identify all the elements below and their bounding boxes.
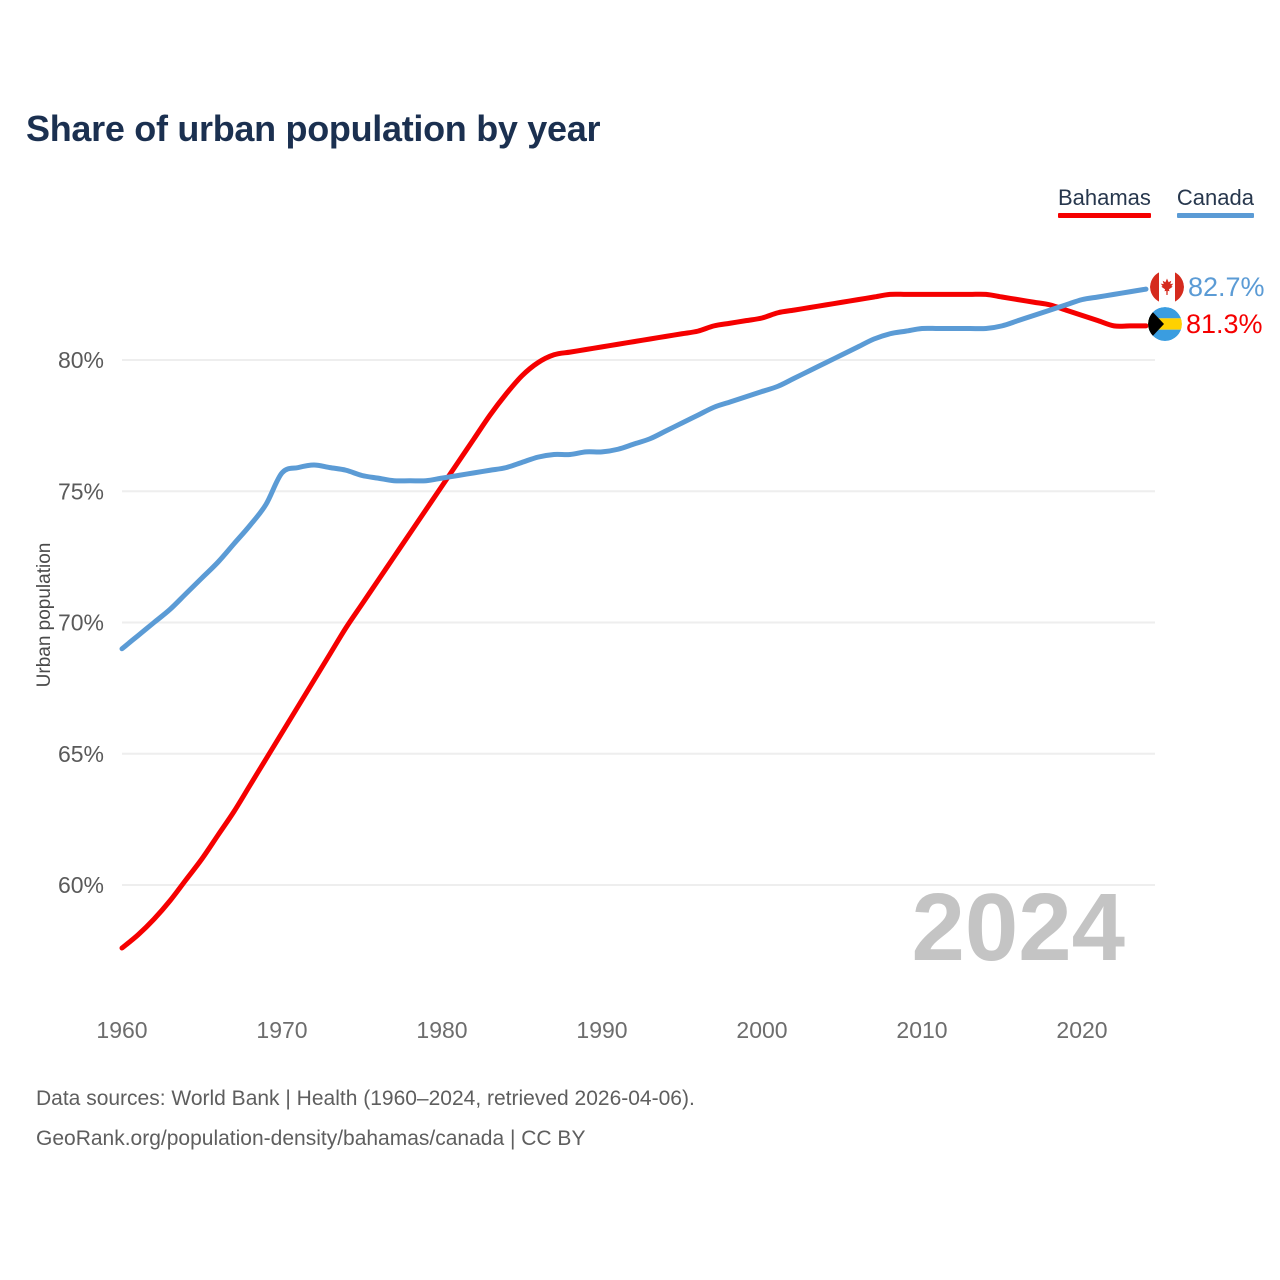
legend-label-bahamas: Bahamas [1057,185,1151,210]
y-tick-label: 75% [58,478,104,504]
series-line-bahamas [119,291,1149,951]
y-tick-label: 65% [58,741,104,767]
endpoint-value-canada: 82.7% [1188,271,1265,302]
endpoint-value-bahamas: 81.3% [1186,308,1263,339]
x-tick-label: 1970 [256,1017,307,1043]
legend-swatch-canada [1176,213,1254,218]
x-axis-tick-labels: 1960 1970 1980 1990 2000 2010 2020 [96,1017,1107,1043]
year-watermark: 2024 [911,874,1125,981]
footer-data-sources: Data sources: World Bank | Health (1960–… [36,1087,695,1110]
x-tick-label: 1980 [416,1017,467,1043]
legend-swatch-bahamas [1057,213,1151,218]
legend-label-canada: Canada [1176,185,1254,210]
y-axis-title: Urban population [34,543,55,688]
chart-legend: Bahamas Canada [1057,185,1254,218]
series-line-canada [119,286,1149,652]
footer-attribution: GeoRank.org/population-density/bahamas/c… [36,1127,586,1150]
y-axis-tick-labels: 60% 65% 70% 75% 80% [58,347,104,898]
legend-item-bahamas[interactable]: Bahamas [1057,185,1151,218]
x-tick-label: 2010 [896,1017,947,1043]
legend-item-canada[interactable]: Canada [1176,185,1254,218]
canada-flag-icon [1150,270,1184,304]
x-tick-label: 1960 [96,1017,147,1043]
y-tick-label: 60% [58,872,104,898]
page-title: Share of urban population by year [26,108,601,149]
endpoint-label-canada: 82.7% [1150,270,1265,304]
y-tick-label: 70% [58,610,104,636]
y-tick-label: 80% [58,347,104,373]
endpoint-label-bahamas: 81.3% [1148,307,1263,341]
x-tick-label: 2000 [736,1017,787,1043]
gridlines [122,359,1155,886]
bahamas-flag-icon [1148,307,1182,341]
x-tick-label: 2020 [1056,1017,1107,1043]
x-tick-label: 1990 [576,1017,627,1043]
